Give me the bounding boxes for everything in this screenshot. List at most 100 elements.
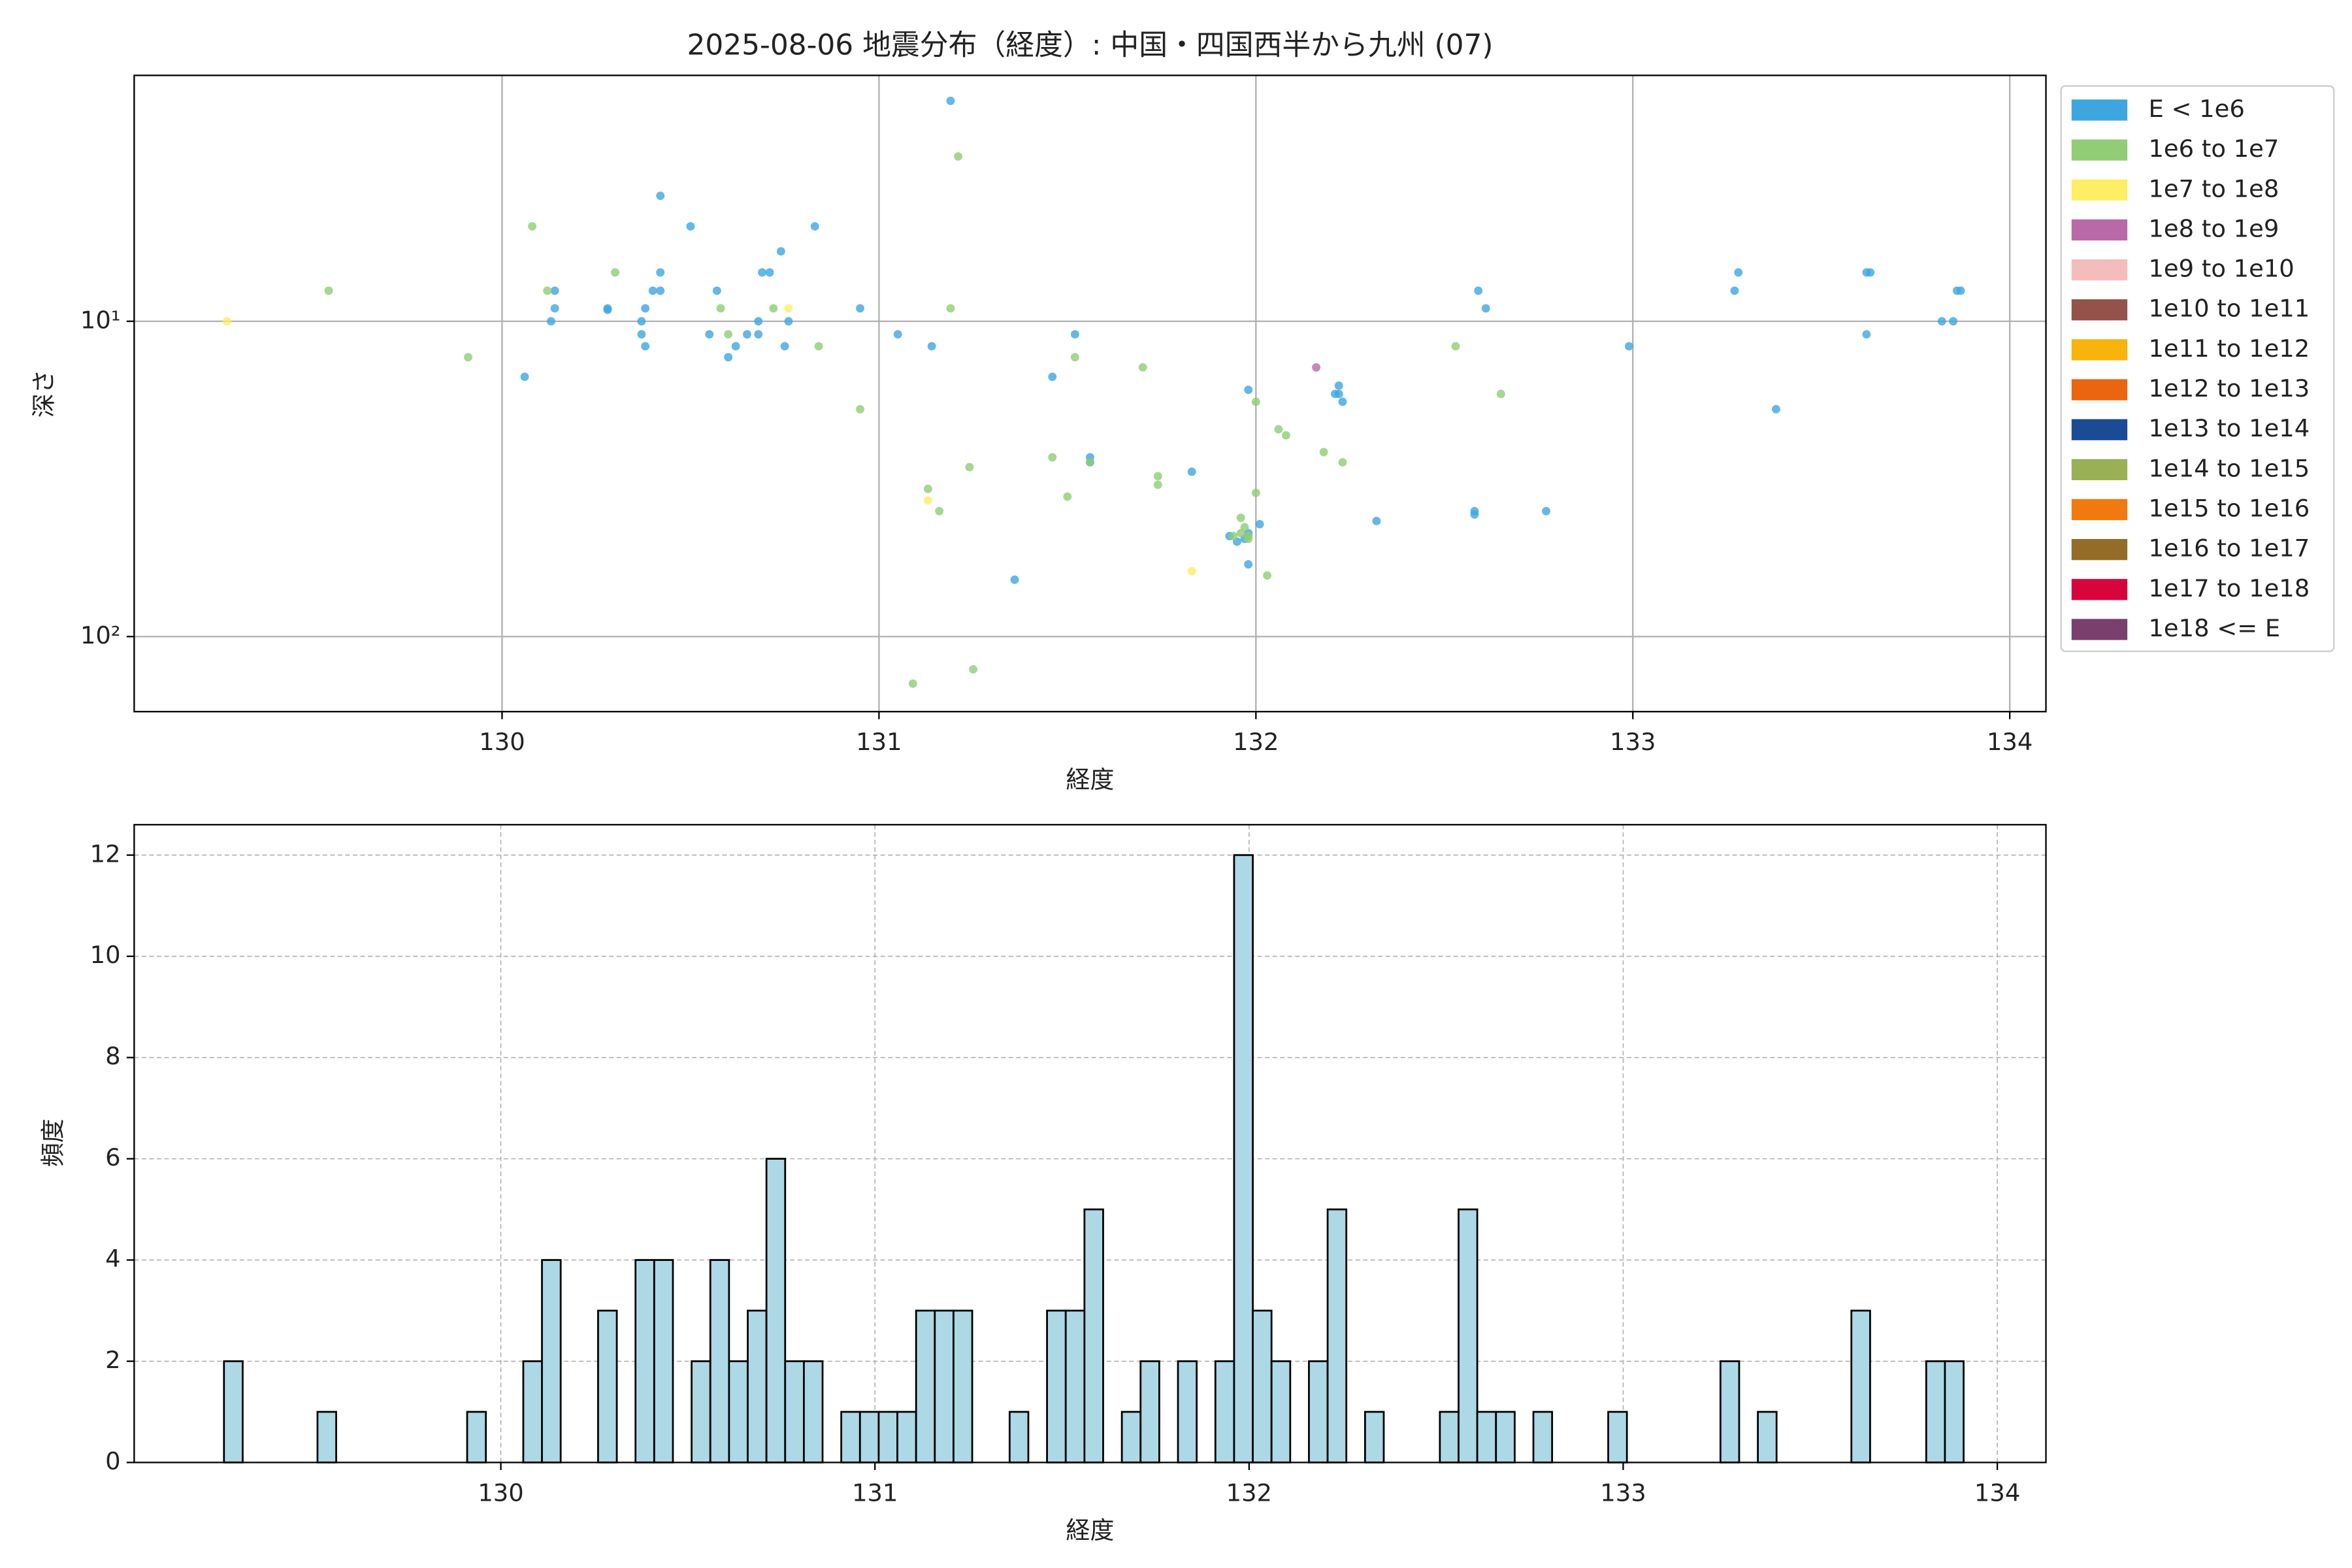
point: [1937, 317, 1946, 326]
point: [724, 330, 733, 339]
point: [923, 496, 932, 505]
bar: [1458, 1208, 1478, 1463]
legend-swatch: [2071, 459, 2128, 480]
bar: [934, 1309, 955, 1463]
point: [656, 191, 665, 201]
x-tick-label: 132: [1233, 728, 1279, 756]
point: [1187, 566, 1196, 576]
bar: [915, 1309, 936, 1463]
point: [965, 463, 974, 472]
bar: [1252, 1309, 1273, 1463]
bar: [541, 1259, 562, 1463]
point: [1470, 510, 1479, 519]
legend-swatch: [2071, 619, 2128, 640]
point: [648, 286, 657, 295]
point: [1481, 304, 1490, 313]
y-tick-label: 10¹: [80, 306, 121, 334]
legend-label: 1e16 to 1e17: [2148, 534, 2310, 563]
point: [1451, 342, 1460, 351]
legend-swatch: [2071, 579, 2128, 600]
bar: [1757, 1411, 1778, 1463]
bar: [1008, 1411, 1030, 1463]
point: [1952, 286, 1961, 295]
point: [1063, 492, 1072, 501]
x-axis-label: 経度: [1066, 766, 1115, 794]
point: [550, 304, 559, 313]
point: [1474, 286, 1483, 295]
bar: [466, 1411, 487, 1463]
bar: [803, 1360, 824, 1463]
point: [1251, 488, 1260, 497]
y-tick-label: 8: [105, 1042, 120, 1070]
point: [1153, 480, 1162, 489]
bar: [728, 1360, 749, 1463]
legend-label: 1e9 to 1e10: [2148, 255, 2294, 283]
legend-swatch: [2071, 99, 2128, 121]
point: [1334, 381, 1343, 390]
point: [1070, 353, 1079, 362]
point: [637, 330, 646, 339]
legend-swatch: [2071, 498, 2128, 521]
point: [1734, 268, 1743, 277]
bar: [877, 1411, 898, 1463]
bar: [1326, 1208, 1348, 1463]
bar: [1308, 1360, 1329, 1463]
legend-label: 1e12 to 1e13: [2148, 374, 2310, 402]
point: [784, 317, 793, 326]
x-tick-label: 134: [1987, 728, 2033, 756]
legend-swatch: [2071, 299, 2128, 321]
point: [935, 506, 944, 515]
bar: [747, 1309, 768, 1463]
bar: [1719, 1360, 1740, 1463]
bar: [1944, 1360, 1965, 1463]
legend-label: 1e15 to 1e16: [2148, 495, 2310, 523]
point: [1542, 506, 1550, 515]
point: [324, 286, 333, 295]
legend-label: 1e8 to 1e9: [2148, 214, 2279, 242]
point: [784, 304, 793, 313]
point: [1244, 534, 1253, 544]
legend-label: 1e13 to 1e14: [2148, 414, 2310, 442]
point: [1138, 363, 1147, 372]
point: [1086, 458, 1094, 467]
point: [686, 222, 695, 231]
point: [776, 247, 785, 256]
legend-swatch: [2071, 419, 2128, 440]
point: [769, 304, 778, 313]
point: [1048, 453, 1057, 462]
point: [1255, 519, 1264, 529]
legend-swatch: [2071, 539, 2128, 561]
point: [1338, 397, 1347, 406]
bar: [1476, 1411, 1497, 1463]
point: [1331, 389, 1339, 399]
point: [705, 330, 714, 339]
point: [758, 268, 766, 277]
point: [856, 404, 864, 414]
point: [856, 304, 864, 313]
x-tick-label: 130: [478, 1478, 523, 1507]
legend-label: 1e17 to 1e18: [2148, 574, 2310, 602]
bar: [1064, 1309, 1086, 1463]
point: [1236, 514, 1245, 522]
bar: [1233, 854, 1254, 1463]
bar: [691, 1360, 711, 1463]
point: [547, 317, 555, 326]
bar: [858, 1411, 880, 1463]
bar: [522, 1360, 543, 1463]
legend-label: 1e18 <= E: [2148, 614, 2280, 642]
point: [814, 342, 823, 351]
bar: [1139, 1360, 1160, 1463]
bar: [1177, 1360, 1198, 1463]
bar: [1046, 1309, 1067, 1463]
legend-swatch: [2071, 259, 2128, 281]
x-tick-label: 131: [856, 728, 902, 756]
bar: [784, 1360, 805, 1463]
point: [1372, 517, 1381, 525]
legend-label: 1e10 to 1e11: [2148, 295, 2310, 323]
legend-swatch: [2071, 219, 2128, 241]
point: [656, 268, 665, 277]
bar: [1925, 1360, 1946, 1463]
y-tick-label: 2: [105, 1346, 120, 1374]
